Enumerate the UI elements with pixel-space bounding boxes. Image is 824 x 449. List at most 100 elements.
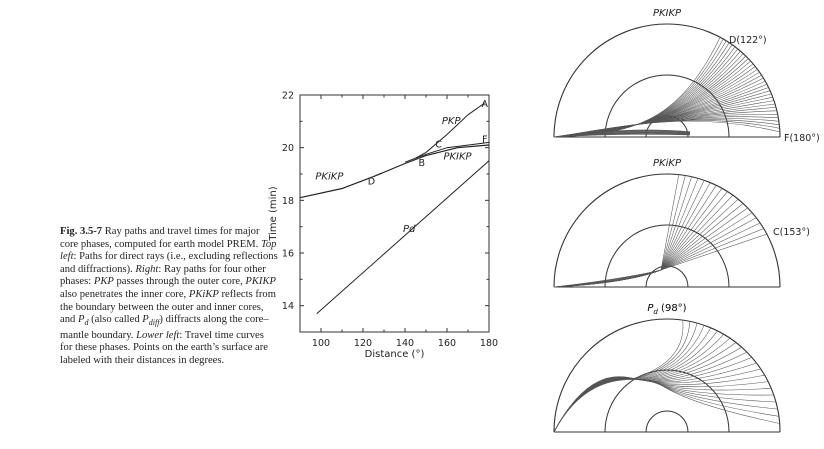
ray	[553, 191, 728, 288]
caption-segment: Lower left	[136, 329, 180, 341]
diagram-title: PKIKP	[653, 8, 682, 19]
ray-paths	[553, 320, 780, 433]
point-label: B	[419, 158, 426, 169]
caption-segment: Right	[135, 263, 159, 275]
figure-caption: Fig. 3.5-7 Ray paths and travel times fo…	[60, 226, 278, 368]
earth-surface-arc	[553, 23, 781, 138]
ray	[553, 379, 780, 433]
ray-diagram-2: PKiKP C(153°)	[553, 158, 810, 288]
series-label: Pd	[403, 224, 416, 235]
ray	[553, 337, 731, 433]
y-tick-label: 16	[282, 249, 294, 260]
series-label: PKiKP	[315, 171, 344, 182]
caption-segment: d	[84, 318, 89, 328]
x-tick-label: 100	[312, 338, 330, 349]
ray	[553, 269, 662, 288]
caption-segment: reflects from the boundary between the o…	[60, 288, 276, 326]
ray	[553, 228, 764, 288]
ray-paths	[553, 37, 780, 138]
ray	[553, 212, 753, 288]
ray	[553, 84, 768, 138]
diagram-title: PKiKP	[653, 158, 682, 169]
caption-segment: also penetrates the inner core,	[60, 288, 189, 300]
ray	[553, 38, 724, 138]
ray	[553, 269, 662, 288]
caption-segment: PKIKP	[245, 276, 276, 288]
ray	[553, 203, 744, 288]
earth-surface-arc	[553, 318, 781, 433]
ray	[553, 330, 718, 433]
inner-core-arc	[645, 410, 689, 433]
y-tick-label: 22	[282, 91, 294, 102]
ray	[553, 269, 662, 288]
ray	[553, 63, 754, 138]
ray	[553, 195, 734, 288]
title-suffix: (98°)	[658, 303, 687, 314]
ray	[553, 207, 748, 288]
ray	[553, 185, 717, 288]
core-boundary-arc	[604, 74, 730, 138]
ray	[553, 378, 769, 433]
ray	[553, 378, 772, 433]
caption-segment: P	[77, 314, 85, 326]
caption-segment: ) diffracts along the core–mantle bounda…	[60, 314, 269, 341]
surface-point-label: F(180°)	[784, 133, 820, 144]
x-tick-label: 160	[438, 338, 456, 349]
caption-segment: Ray paths and travel times for major cor…	[60, 226, 261, 250]
ray	[553, 217, 757, 288]
x-tick-label: 120	[354, 338, 372, 349]
ray	[553, 269, 662, 288]
point-label: D	[368, 177, 375, 188]
x-tick-label: 180	[480, 338, 498, 349]
ray	[553, 120, 780, 138]
ray	[553, 129, 691, 138]
caption-segment: : Travel time curves for these phases. P…	[60, 329, 268, 367]
y-tick-label: 14	[282, 301, 294, 312]
ray	[553, 53, 744, 138]
title-main: P	[647, 303, 654, 314]
earth-surface-arc	[553, 173, 781, 288]
plot-frame	[299, 94, 490, 333]
ray	[553, 334, 725, 433]
y-tick-label: 20	[282, 143, 294, 154]
x-axis-label: Distance (°)	[365, 349, 425, 360]
x-tick-label: 140	[396, 338, 414, 349]
caption-segment: PKP	[93, 276, 114, 288]
ray-diagram-3: Pd (98°)	[553, 303, 781, 433]
ray	[553, 269, 662, 288]
caption-segment: : Ray paths for four other phases:	[60, 263, 266, 288]
series-line-pkp	[415, 102, 486, 159]
ray	[553, 58, 749, 138]
ray	[553, 188, 723, 288]
ray	[553, 321, 691, 433]
ray	[553, 233, 767, 288]
inner-core-arc	[645, 265, 689, 288]
ray	[553, 269, 662, 288]
ray	[553, 269, 662, 288]
ray	[553, 346, 742, 433]
caption-segment: P	[142, 314, 149, 326]
surface-point-label: D(122°)	[729, 35, 767, 46]
caption-label: Fig. 3.5-7	[60, 226, 103, 237]
title-sub: d	[653, 308, 658, 316]
ray	[553, 178, 699, 288]
ray-paths	[553, 174, 767, 288]
point-label: F	[482, 134, 487, 145]
ray	[553, 175, 686, 288]
series-label: PKIKP	[443, 152, 472, 163]
caption-segment: PKiKP	[188, 288, 219, 300]
series-line-pkikp	[299, 144, 490, 199]
caption-segment: (also called	[88, 314, 143, 326]
caption-segment: diff	[148, 318, 160, 328]
y-axis-label: Time (min)	[268, 186, 279, 241]
ray	[553, 379, 778, 433]
series-line-pd	[316, 160, 490, 314]
y-tick-label: 18	[282, 196, 294, 207]
ray	[553, 269, 662, 288]
travel-time-chart: 100 120 140 160 180 14 16 18 20 22 Distance (°) Tim…	[268, 91, 498, 361]
series-label: PKP	[442, 116, 462, 127]
surface-point-label: C(153°)	[773, 227, 810, 238]
ray	[553, 342, 737, 433]
caption-segment: : Paths for direct rays (i.e., excluding…	[60, 251, 278, 275]
